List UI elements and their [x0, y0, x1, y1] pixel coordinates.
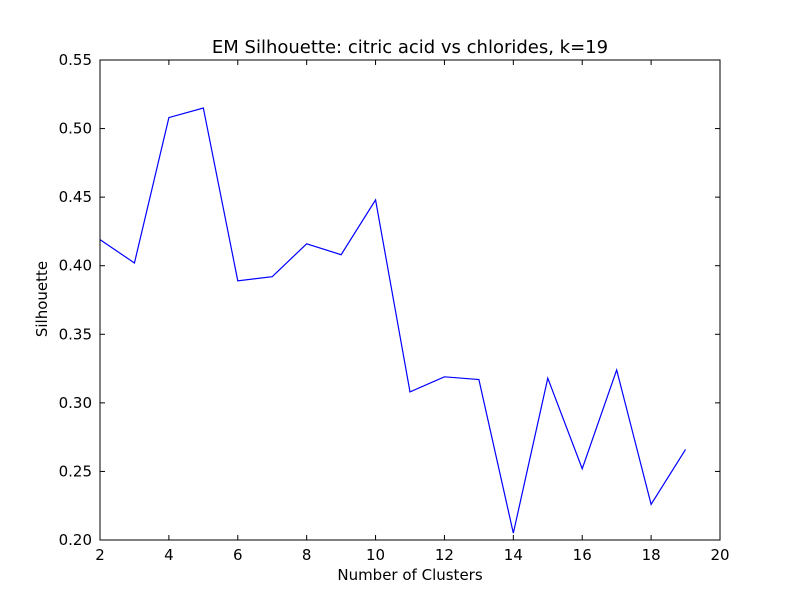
x-tick-label: 6 — [233, 546, 243, 564]
x-tick-label: 16 — [573, 546, 592, 564]
plot-frame — [99, 59, 721, 541]
x-tick-label: 12 — [435, 546, 454, 564]
x-tick-label: 4 — [164, 546, 174, 564]
chart-title: EM Silhouette: citric acid vs chlorides,… — [212, 37, 608, 58]
plot-area — [99, 107, 687, 534]
y-tick-label: 0.20 — [59, 531, 92, 549]
x-tick-label: 2 — [95, 546, 105, 564]
y-tick-label: 0.40 — [59, 257, 92, 275]
y-tick-label: 0.25 — [59, 462, 92, 480]
y-axis-label: Silhouette — [33, 261, 51, 337]
x-axis-label: Number of Clusters — [337, 566, 482, 584]
series-line-0 — [99, 107, 687, 534]
x-axis: 2 4 6 8 10 12 14 16 18 20 — [95, 60, 730, 564]
y-tick-label: 0.55 — [59, 51, 92, 69]
x-tick-label: 20 — [710, 546, 729, 564]
y-tick-label: 0.35 — [59, 325, 92, 343]
y-tick-label: 0.50 — [59, 120, 92, 138]
x-tick-label: 14 — [504, 546, 523, 564]
y-axis: 0.20 0.25 0.30 0.35 0.40 0.45 0.50 0.55 — [59, 51, 720, 549]
x-tick-label: 10 — [366, 546, 385, 564]
x-tick-label: 18 — [642, 546, 661, 564]
y-tick-label: 0.45 — [59, 188, 92, 206]
x-tick-label: 8 — [302, 546, 312, 564]
y-tick-label: 0.30 — [59, 394, 92, 412]
